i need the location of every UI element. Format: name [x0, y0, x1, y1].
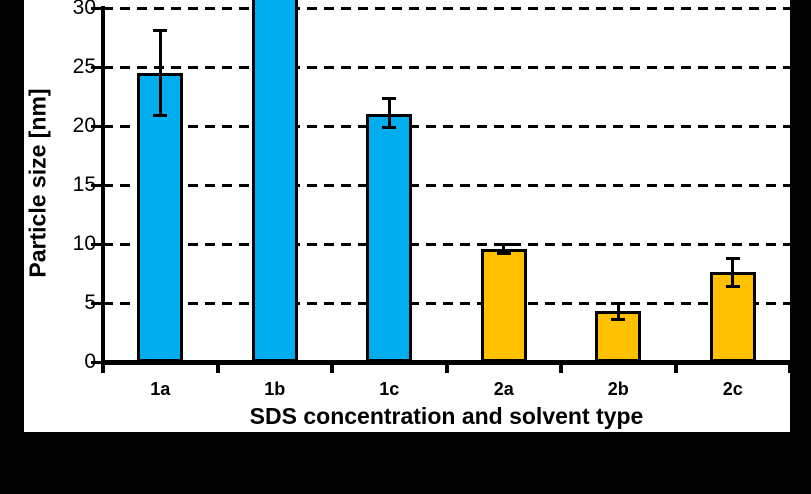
gridline-10 [103, 242, 790, 246]
gridline-20 [103, 124, 790, 128]
error-cap-top-1a [153, 28, 168, 32]
error-cap-bottom-2c [725, 284, 740, 288]
chart-canvas: Particle size [nm] 1a 1b 1c 2a 2b 2c 0 5 10 15 20… [24, 0, 792, 432]
error-whisker-2c [731, 258, 735, 287]
x-tick-1 [215, 365, 220, 373]
error-whisker-1c [387, 98, 391, 128]
error-whisker-2a [502, 244, 506, 254]
bar-2a [480, 248, 527, 362]
y-tick-0 [91, 360, 101, 364]
gridline-25 [103, 65, 790, 69]
x-tick-4 [559, 365, 563, 373]
y-tick-30 [91, 6, 101, 10]
y-axis-line [101, 6, 105, 366]
error-whisker-1a [158, 30, 162, 116]
x-tick-label-1a: 1a [150, 379, 171, 399]
y-tick-label-10: 10 [72, 232, 96, 255]
error-cap-bottom-2b [611, 318, 626, 322]
gridline-30 [103, 6, 790, 10]
y-tick-15 [91, 183, 101, 187]
x-tick-label-1b: 1b [264, 379, 286, 399]
plot-area: 1a 1b 1c 2a 2b 2c [91, 0, 792, 399]
error-cap-bottom-2a [496, 251, 511, 255]
y-tick-25 [91, 65, 101, 69]
y-tick-label-25: 25 [72, 55, 96, 78]
y-tick-10 [91, 242, 101, 246]
error-cap-top-2a [496, 242, 511, 246]
error-cap-bottom-1a [153, 113, 168, 117]
x-tick-label-2b: 2b [607, 379, 629, 399]
y-tick-20 [91, 124, 101, 128]
y-tick-label-20: 20 [72, 114, 96, 137]
x-tick-2 [330, 365, 334, 373]
error-cap-top-2b [611, 301, 626, 305]
gridline-5 [103, 301, 790, 305]
x-tick-label-2c: 2c [722, 379, 743, 399]
error-cap-bottom-1c [382, 125, 397, 129]
x-tick-6 [788, 365, 792, 373]
y-axis-title: Particle size [nm] [24, 88, 51, 278]
bar-1c [366, 114, 413, 362]
x-axis-title: SDS concentration and solvent type [249, 403, 644, 429]
y-tick-5 [91, 301, 101, 305]
x-tick-5 [673, 365, 678, 373]
y-tick-label-15: 15 [72, 173, 96, 196]
x-tick-label-1c: 1c [379, 379, 400, 399]
y-tick-label-30: 30 [72, 0, 96, 19]
bar-1b [251, 0, 298, 362]
gridline-15 [103, 183, 790, 187]
x-tick-3 [444, 365, 449, 373]
error-cap-top-2c [725, 256, 740, 260]
error-cap-top-1c [382, 97, 397, 101]
y-tick-label-0: 0 [84, 350, 96, 373]
error-whisker-2b [616, 303, 620, 320]
y-tick-label-5: 5 [84, 291, 96, 314]
x-tick-0 [101, 365, 105, 373]
x-tick-label-2a: 2a [493, 379, 514, 399]
x-axis-line [101, 360, 792, 365]
